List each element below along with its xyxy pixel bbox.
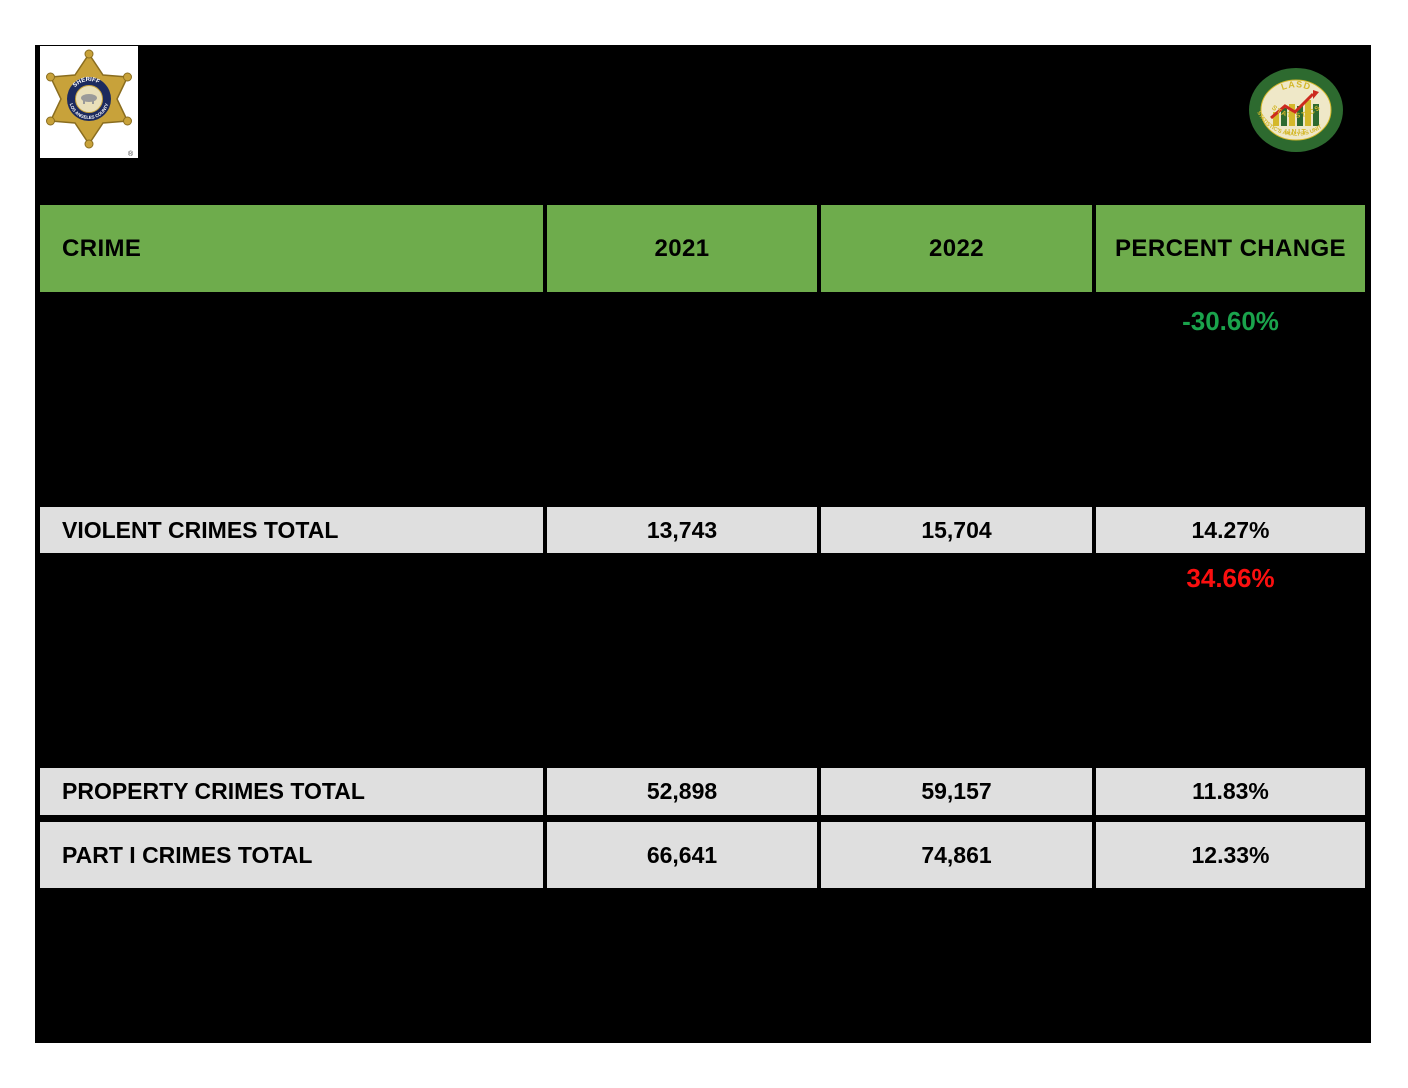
hidden-property-detail-section: 34.66% — [40, 553, 1365, 768]
table-row-violent-crimes-total: VIOLENT CRIMES TOTAL 13,743 15,704 14.27… — [40, 507, 1365, 553]
value-percent-change: 14.27% — [1096, 507, 1365, 553]
value-2022: 15,704 — [821, 507, 1092, 553]
value-percent-change: 12.33% — [1096, 822, 1365, 888]
percent-change-increase-value: 34.66% — [1186, 563, 1275, 593]
value-2021: 13,743 — [547, 507, 817, 553]
statistics-seal-icon: LASD STATISTICS UNIT STATISTIC'S ANALYSI… — [1249, 68, 1343, 152]
table-header-row: CRIME 2021 2022 PERCENT CHANGE — [40, 205, 1365, 292]
row-separator — [40, 815, 1365, 822]
column-header-percent-change: PERCENT CHANGE — [1096, 205, 1365, 292]
value-2021: 66,641 — [547, 822, 817, 888]
column-header-2021: 2021 — [547, 205, 817, 292]
row-label: PART I CRIMES TOTAL — [40, 822, 543, 888]
registered-mark: ® — [128, 150, 134, 158]
row-label: PROPERTY CRIMES TOTAL — [40, 768, 543, 815]
seal-unit-text: UNIT — [1285, 129, 1307, 136]
bar-chart-glyph — [1273, 100, 1319, 126]
table-row-property-crimes-total: PROPERTY CRIMES TOTAL 52,898 59,157 11.8… — [40, 768, 1365, 815]
value-percent-change: 11.83% — [1096, 768, 1365, 815]
lasd-statistics-unit-seal: LASD STATISTICS UNIT STATISTIC'S ANALYSI… — [1247, 66, 1345, 154]
sheriff-star-icon: SHERIFF LOS ANGELES COUNTY ® — [46, 49, 134, 158]
percent-change-decrease-value: -30.60% — [1182, 306, 1279, 336]
value-2022: 59,157 — [821, 768, 1092, 815]
value-2021: 52,898 — [547, 768, 817, 815]
row-label: VIOLENT CRIMES TOTAL — [40, 507, 543, 553]
hidden-violent-detail-section: -30.60% — [40, 292, 1365, 507]
black-report-panel: SHERIFF LOS ANGELES COUNTY ® — [35, 45, 1371, 1043]
table-row-part1-crimes-total: PART I CRIMES TOTAL 66,641 74,861 12.33% — [40, 822, 1365, 888]
value-2022: 74,861 — [821, 822, 1092, 888]
column-header-crime: CRIME — [40, 205, 543, 292]
column-header-2022: 2022 — [821, 205, 1092, 292]
sheriff-badge-logo: SHERIFF LOS ANGELES COUNTY ® — [40, 46, 138, 158]
part1-crimes-table: CRIME 2021 2022 PERCENT CHANGE -30.60% V… — [40, 205, 1365, 888]
